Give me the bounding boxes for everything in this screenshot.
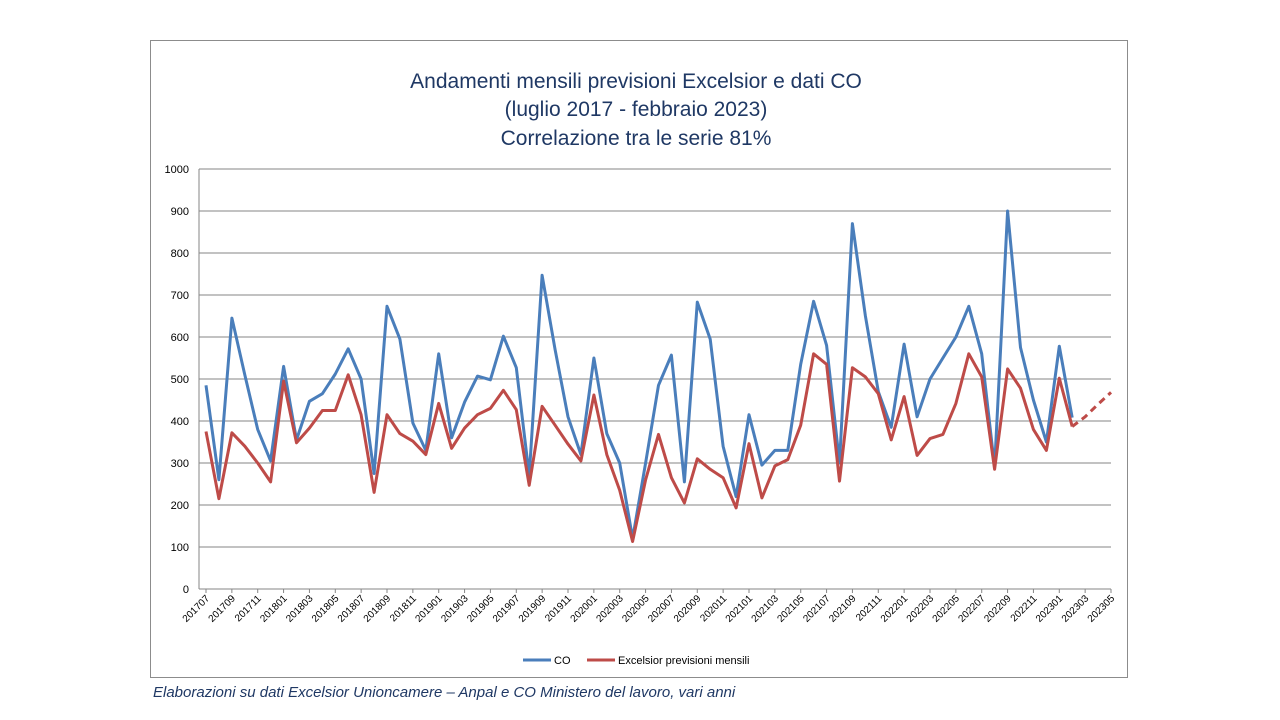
x-tick-label: 201803 xyxy=(284,593,316,625)
y-tick-label: 200 xyxy=(171,500,189,512)
x-tick-label: 201907 xyxy=(491,593,523,625)
x-axis: 2017072017092017112018012018032018052018… xyxy=(181,589,1118,625)
y-tick-label: 300 xyxy=(171,458,189,470)
series-line-excelsior-previsioni-mensili xyxy=(204,352,1074,543)
gridlines xyxy=(198,168,1111,590)
y-tick-label: 1000 xyxy=(165,164,189,176)
x-tick-label: 201911 xyxy=(543,593,574,624)
x-tick-label: 201809 xyxy=(362,593,394,625)
x-tick-label: 201805 xyxy=(310,593,342,625)
series-line-excelsior-projection xyxy=(1071,391,1113,428)
x-tick-label: 202109 xyxy=(827,593,859,625)
x-tick-label: 202005 xyxy=(620,593,652,625)
y-tick-label: 400 xyxy=(171,416,189,428)
x-tick-label: 202011 xyxy=(698,593,729,624)
x-tick-label: 202009 xyxy=(672,593,704,625)
x-tick-label: 202205 xyxy=(931,593,963,625)
x-tick-label: 201905 xyxy=(465,593,497,625)
x-tick-label: 202107 xyxy=(801,593,833,625)
x-tick-label: 201801 xyxy=(258,593,290,625)
x-tick-label: 201707 xyxy=(181,593,213,625)
x-tick-label: 202003 xyxy=(594,593,626,625)
x-tick-label: 202103 xyxy=(750,593,782,625)
chart-svg: Andamenti mensili previsioni Excelsior e… xyxy=(165,70,1118,667)
legend-label-excelsior: Excelsior previsioni mensili xyxy=(618,655,749,667)
y-tick-label: 900 xyxy=(171,206,189,218)
x-tick-label: 202101 xyxy=(724,593,756,625)
x-tick-label: 202105 xyxy=(775,593,807,625)
legend-label-co: CO xyxy=(554,655,571,667)
chart-title-line-3: Correlazione tra le serie 81% xyxy=(501,127,772,150)
x-tick-label: 202301 xyxy=(1034,593,1066,625)
x-tick-label: 202209 xyxy=(982,593,1014,625)
y-tick-label: 800 xyxy=(171,248,189,260)
x-tick-label: 202207 xyxy=(956,593,988,625)
legend: CO Excelsior previsioni mensili xyxy=(523,655,749,667)
x-tick-label: 202305 xyxy=(1086,593,1118,625)
x-tick-label: 202303 xyxy=(1060,593,1092,625)
x-tick-label: 201711 xyxy=(233,593,264,624)
chart-frame: Andamenti mensili previsioni Excelsior e… xyxy=(150,40,1128,678)
series-lines xyxy=(204,209,1113,543)
x-tick-label: 201909 xyxy=(517,593,549,625)
y-tick-label: 100 xyxy=(171,542,189,554)
y-tick-label: 700 xyxy=(171,290,189,302)
series-line-co xyxy=(204,209,1074,541)
x-tick-label: 202201 xyxy=(879,593,911,625)
y-tick-label: 600 xyxy=(171,332,189,344)
x-tick-label: 202203 xyxy=(905,593,937,625)
chart-title: Andamenti mensili previsioni Excelsior e… xyxy=(410,70,862,150)
x-tick-label: 201807 xyxy=(336,593,368,625)
chart-title-line-1: Andamenti mensili previsioni Excelsior e… xyxy=(410,70,862,93)
x-tick-label: 202007 xyxy=(646,593,678,625)
y-tick-label: 0 xyxy=(183,584,189,596)
x-tick-label: 201709 xyxy=(207,593,239,625)
x-tick-label: 201811 xyxy=(388,593,419,624)
x-tick-label: 201901 xyxy=(413,593,445,625)
y-axis: 0 100 200 300 400 500 600 700 800 900 1000 xyxy=(165,164,189,596)
x-tick-label: 201903 xyxy=(439,593,471,625)
x-tick-label: 202001 xyxy=(569,593,601,625)
x-tick-label: 202211 xyxy=(1009,593,1040,624)
chart-title-line-2: (luglio 2017 - febbraio 2023) xyxy=(505,98,768,121)
y-tick-label: 500 xyxy=(171,374,189,386)
source-caption: Elaborazioni su dati Excelsior Unioncame… xyxy=(153,684,736,701)
